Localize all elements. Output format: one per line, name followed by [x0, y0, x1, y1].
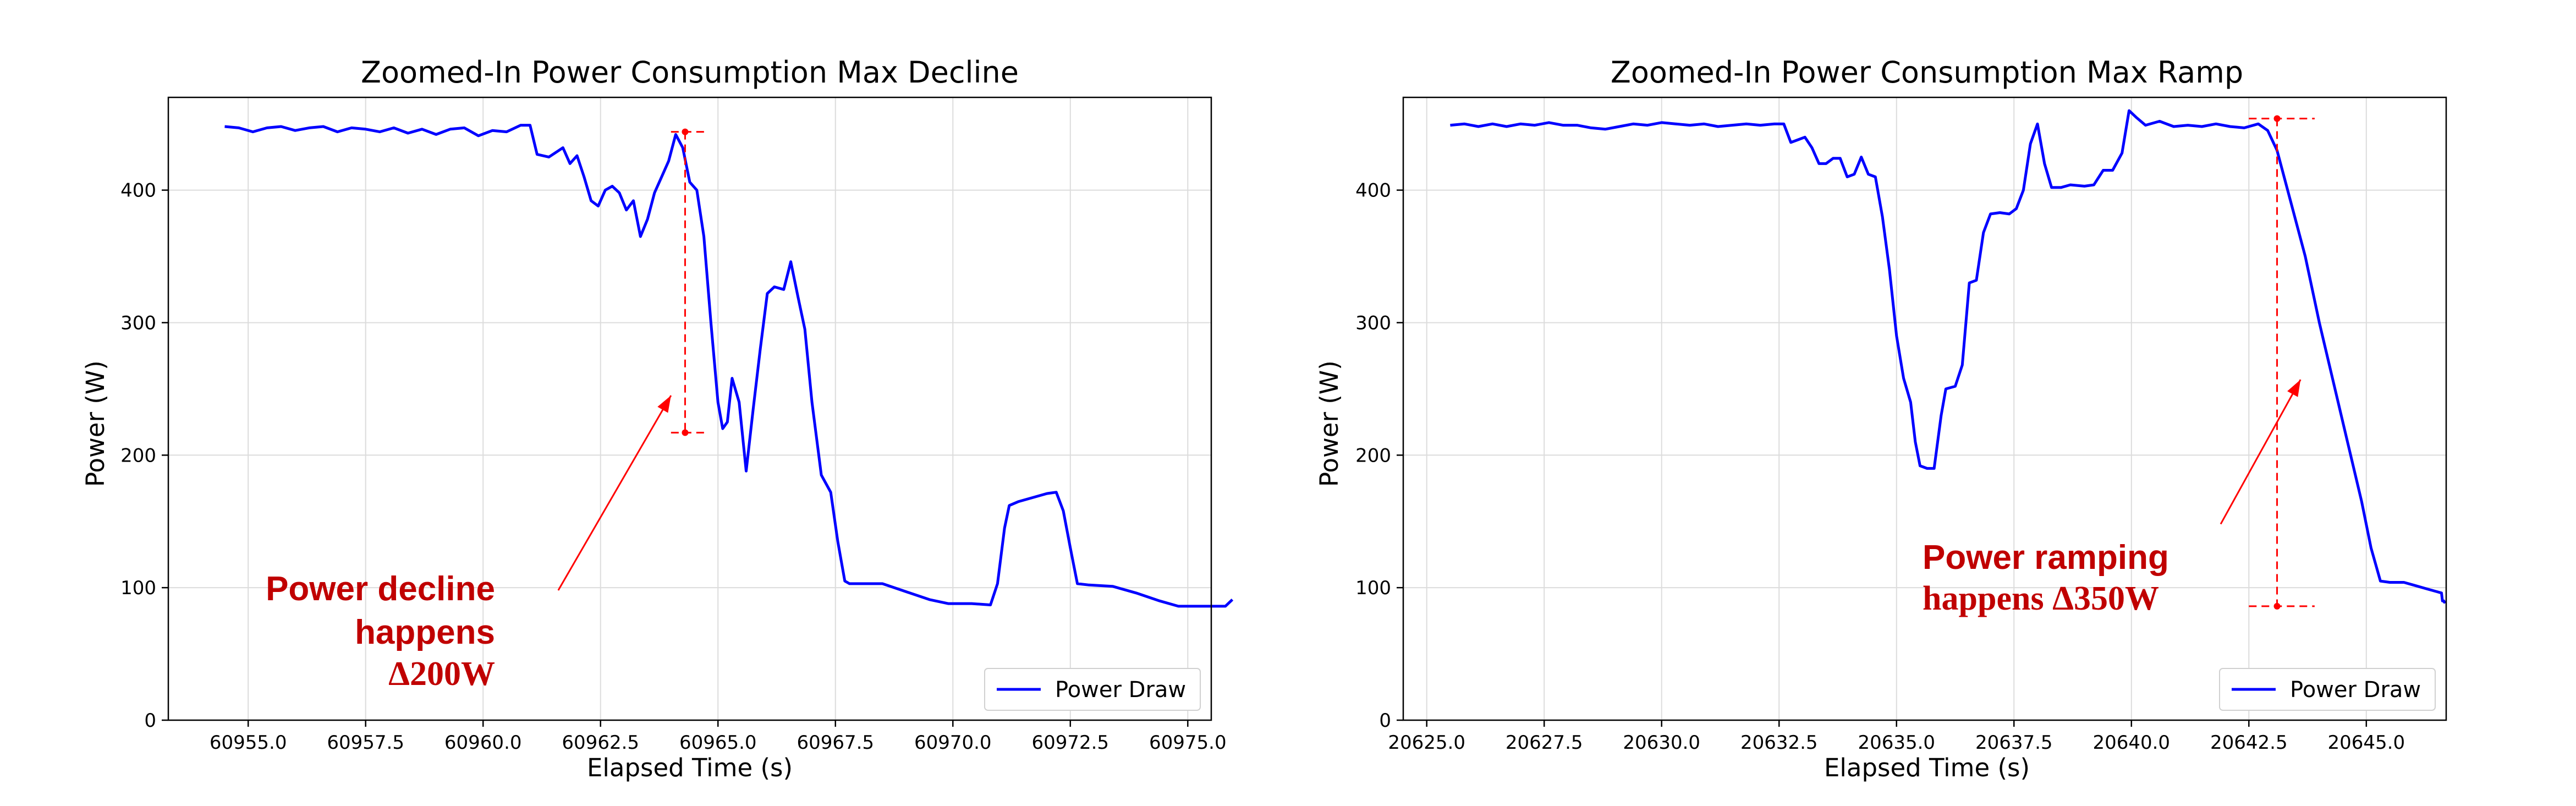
delta-marker: [2249, 115, 2315, 610]
legend-label: Power Draw: [1055, 677, 1186, 703]
x-axis-label: Elapsed Time (s): [1824, 753, 2030, 782]
x-tick-label: 60972.5: [1031, 732, 1109, 754]
annotation-text: Power decline happens Δ200W: [266, 570, 495, 693]
x-tick-label: 20630.0: [1623, 732, 1700, 754]
arrow-head: [657, 395, 671, 413]
y-tick-label: 300: [120, 312, 156, 334]
delta-top-dot: [682, 128, 689, 135]
y-axis-ticks: 0 100 200 300 400: [1355, 180, 1403, 732]
series-line-power-draw: [1450, 109, 2446, 604]
arrow-shaft: [2220, 379, 2302, 525]
plot-frame: [1402, 96, 2447, 721]
y-tick-label: 100: [120, 577, 156, 599]
legend-box: [984, 668, 1201, 711]
x-tick-label: 20642.5: [2210, 732, 2288, 754]
x-tick-label: 20632.5: [1740, 732, 1818, 754]
y-axis-ticks: 0 100 200 300 400: [120, 180, 168, 732]
annotation-text: Power ramping happens Δ350W: [1923, 539, 2169, 617]
x-axis-ticks: 60955.0 60957.5 60960.0 60962.5 60965.0 60967…: [210, 720, 1227, 754]
series-layer: [1450, 109, 2446, 604]
x-tick-label: 60960.0: [444, 732, 522, 754]
annotation-line-1: Power ramping: [1923, 539, 2169, 577]
x-tick-label: 60957.5: [327, 732, 404, 754]
gridlines: [168, 97, 1211, 721]
series-line-power-draw: [224, 124, 1234, 608]
x-tick-label: 60962.5: [562, 732, 639, 754]
x-tick-label: 20637.5: [1975, 732, 2053, 754]
annotation-line-3: Δ200W: [388, 655, 495, 693]
delta-top-dot: [2273, 115, 2281, 122]
x-tick-label: 60970.0: [914, 732, 992, 754]
x-tick-label: 20625.0: [1388, 732, 1465, 754]
y-tick-label: 0: [144, 710, 156, 732]
annotation-line-1: Power decline: [266, 570, 495, 608]
y-tick-label: 200: [1355, 445, 1391, 467]
chart-panel-ramp: Zoomed-In Power Consumption Max Ramp Ela…: [1315, 55, 2447, 782]
annotation-arrow: [2220, 379, 2302, 525]
legend: Power Draw: [984, 668, 1201, 711]
x-axis-label: Elapsed Time (s): [587, 753, 793, 782]
x-tick-label: 60965.0: [679, 732, 757, 754]
x-tick-label: 60967.5: [797, 732, 874, 754]
annotation-arrow: [557, 395, 672, 591]
series-layer: [224, 124, 1234, 608]
y-tick-label: 100: [1355, 577, 1391, 599]
delta-bottom-dot: [2273, 602, 2281, 610]
y-tick-label: 400: [120, 180, 156, 202]
arrow-head: [2287, 380, 2301, 397]
arrow-shaft: [557, 395, 672, 591]
x-tick-label: 20635.0: [1858, 732, 1935, 754]
legend-box: [2219, 668, 2436, 711]
x-tick-label: 20627.5: [1506, 732, 1583, 754]
chart-title: Zoomed-In Power Consumption Max Decline: [361, 55, 1019, 90]
x-axis-ticks: 20625.0 20627.5 20630.0 20632.5 20635.0 20637…: [1388, 720, 2405, 754]
chart-title: Zoomed-In Power Consumption Max Ramp: [1611, 55, 2243, 90]
x-tick-label: 60955.0: [210, 732, 287, 754]
x-tick-label: 20645.0: [2328, 732, 2405, 754]
y-tick-label: 400: [1355, 180, 1391, 202]
y-tick-label: 200: [120, 445, 156, 467]
y-axis-label: Power (W): [81, 360, 110, 487]
x-tick-label: 20640.0: [2092, 732, 2170, 754]
delta-marker: [671, 128, 709, 436]
plot-frame: [167, 96, 1212, 721]
legend-label: Power Draw: [2290, 677, 2421, 703]
y-tick-label: 300: [1355, 312, 1391, 334]
chart-panel-decline: Zoomed-In Power Consumption Max Decline …: [81, 55, 1234, 782]
gridlines: [1403, 97, 2446, 721]
y-tick-label: 0: [1379, 710, 1391, 732]
delta-bottom-dot: [682, 429, 689, 436]
y-axis-label: Power (W): [1315, 360, 1344, 487]
annotation-line-2: happens: [355, 613, 495, 651]
annotation-line-2: happens Δ350W: [1923, 580, 2159, 617]
legend: Power Draw: [2219, 668, 2436, 711]
x-tick-label: 60975.0: [1149, 732, 1227, 754]
